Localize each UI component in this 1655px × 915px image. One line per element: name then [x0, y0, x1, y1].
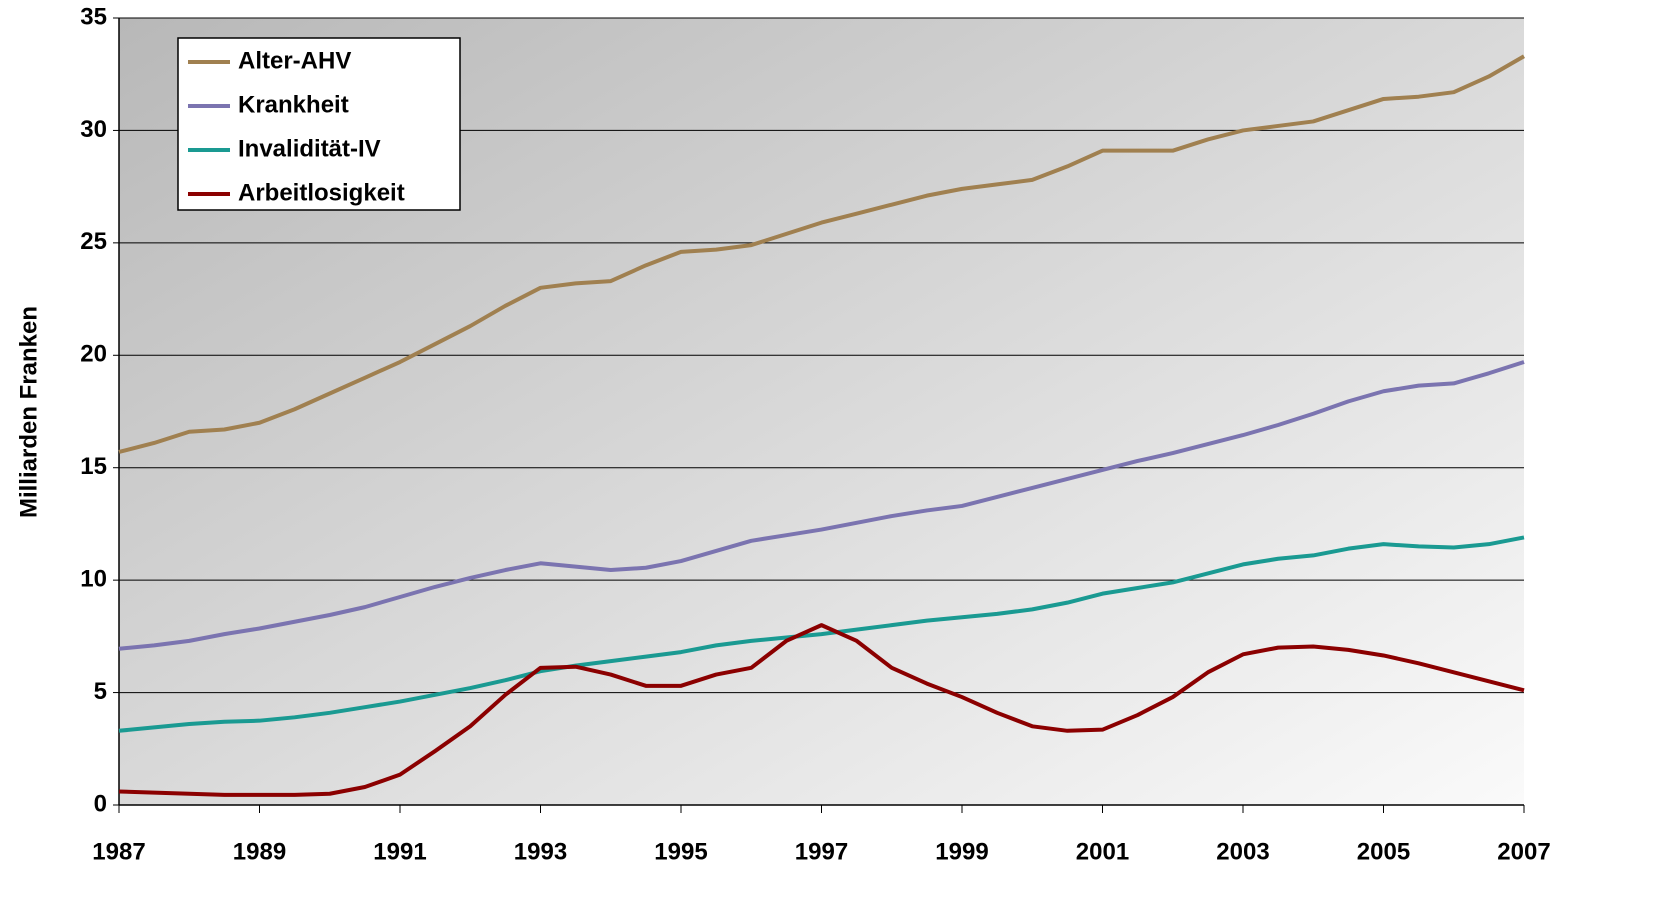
y-tick-label: 30 [80, 116, 107, 143]
series-line [118, 623, 1525, 797]
x-tick-label: 1997 [795, 838, 848, 865]
legend-label: Arbeitlosigkeit [238, 179, 405, 206]
x-tick-label: 2005 [1357, 838, 1410, 865]
y-tick-label: 10 [80, 565, 107, 592]
legend-label: Krankheit [238, 91, 349, 118]
y-tick-label: 15 [80, 453, 107, 480]
legend-label: Invalidität-IV [238, 135, 381, 162]
x-tick-label: 1999 [935, 838, 988, 865]
x-tick-label: 2003 [1216, 838, 1269, 865]
y-tick-label: 20 [80, 341, 107, 368]
y-tick-label: 5 [94, 678, 107, 705]
x-tick-label: 1993 [514, 838, 567, 865]
series-line [118, 54, 1525, 454]
x-tick-label: 2001 [1076, 838, 1129, 865]
series-line [118, 535, 1525, 733]
x-tick-label: 1995 [654, 838, 707, 865]
y-tick-label: 35 [80, 3, 107, 30]
series-line [118, 360, 1525, 651]
y-tick-label: 25 [80, 228, 107, 255]
x-tick-label: 1987 [92, 838, 145, 865]
x-tick-label: 1989 [233, 838, 286, 865]
x-tick-label: 2007 [1497, 838, 1550, 865]
legend-label: Alter-AHV [238, 47, 351, 74]
y-tick-label: 0 [94, 790, 107, 817]
legend-box [177, 37, 461, 211]
x-tick-label: 1991 [373, 838, 426, 865]
y-axis-label: Milliarden Franken [15, 306, 42, 518]
